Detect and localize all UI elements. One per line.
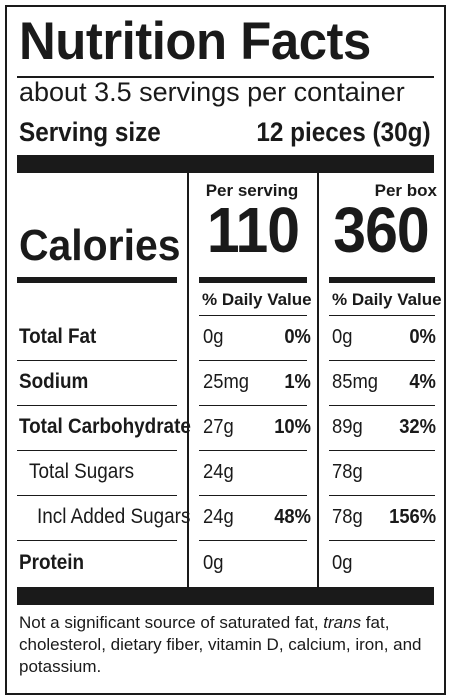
total-fat-box-amount: 0g xyxy=(332,326,353,348)
row-rule xyxy=(329,315,435,316)
protein-box-amount: 0g xyxy=(332,552,353,574)
row-rule xyxy=(17,450,177,451)
row-rule xyxy=(199,405,307,406)
nutrient-name-total-fat: Total Fat xyxy=(19,325,97,348)
title-rule xyxy=(17,76,434,78)
nutrition-facts-label: Nutrition Facts about 3.5 servings per c… xyxy=(5,5,446,695)
calories-per-serving: 110 xyxy=(206,194,300,266)
row-rule xyxy=(199,540,307,541)
row-rule xyxy=(199,315,307,316)
row-rule xyxy=(17,540,177,541)
calories-underline xyxy=(17,277,177,283)
total-carbohydrate-serving-amount: 27g xyxy=(203,416,234,438)
total-sugars-box-amount: 78g xyxy=(332,461,363,483)
row-rule xyxy=(329,405,435,406)
label-title: Nutrition Facts xyxy=(19,12,371,71)
calories-rule-col2 xyxy=(329,277,435,283)
per-serving-header: Per serving xyxy=(205,181,299,200)
sodium-box-dv: 4% xyxy=(409,371,436,393)
total-carbohydrate-box-dv: 32% xyxy=(399,416,436,438)
added-sugars-box-dv: 156% xyxy=(388,506,436,528)
servings-per-container: about 3.5 servings per container xyxy=(19,77,405,107)
protein-serving-amount: 0g xyxy=(203,552,224,574)
calories-per-box: 360 xyxy=(333,194,429,266)
total-sugars-serving-amount: 24g xyxy=(203,461,234,483)
footnote-text-rest: fat, cholesterol, dietary fiber, vitamin… xyxy=(19,613,422,676)
dv-header-box: % Daily Value xyxy=(332,290,442,309)
row-rule xyxy=(199,360,307,361)
row-rule xyxy=(17,405,177,406)
added-sugars-serving-amount: 24g xyxy=(203,506,234,528)
row-rule xyxy=(329,540,435,541)
per-box-header: Per box xyxy=(374,181,437,200)
total-carbohydrate-serving-dv: 10% xyxy=(274,416,311,438)
nutrient-name-sodium: Sodium xyxy=(19,370,89,393)
sodium-box-amount: 85mg xyxy=(332,371,379,393)
total-fat-serving-amount: 0g xyxy=(203,326,224,348)
serving-size-label: Serving size xyxy=(19,117,161,147)
row-rule xyxy=(329,495,435,496)
serving-size-value: 12 pieces (30g) xyxy=(256,117,431,147)
row-rule xyxy=(329,450,435,451)
nutrient-name-added-sugars: Incl Added Sugars xyxy=(37,505,191,528)
footnote-text: Not a significant source of saturated fa… xyxy=(19,613,324,632)
nutrient-name-total-carbohydrate: Total Carbohydrate xyxy=(19,415,191,438)
sodium-serving-amount: 25mg xyxy=(203,371,250,393)
row-rule xyxy=(17,495,177,496)
thick-rule-bottom xyxy=(17,587,434,605)
row-rule xyxy=(199,495,307,496)
dv-header-serving: % Daily Value xyxy=(202,290,312,309)
added-sugars-serving-dv: 48% xyxy=(274,506,311,528)
column-divider-2 xyxy=(317,173,319,587)
column-divider-1 xyxy=(187,173,189,587)
calories-label: Calories xyxy=(19,221,181,270)
row-rule xyxy=(199,450,307,451)
footnote-trans: trans xyxy=(323,613,362,632)
nutrient-name-total-sugars: Total Sugars xyxy=(29,460,135,483)
nutrient-name-protein: Protein xyxy=(19,551,85,574)
total-fat-serving-dv: 0% xyxy=(284,326,311,348)
thick-rule-top xyxy=(17,155,434,173)
footnote: Not a significant source of saturated fa… xyxy=(19,612,434,678)
total-carbohydrate-box-amount: 89g xyxy=(332,416,363,438)
sodium-serving-dv: 1% xyxy=(284,371,311,393)
added-sugars-box-amount: 78g xyxy=(332,506,363,528)
total-fat-box-dv: 0% xyxy=(409,326,436,348)
calories-rule-col1 xyxy=(199,277,307,283)
row-rule xyxy=(17,360,177,361)
row-rule xyxy=(329,360,435,361)
